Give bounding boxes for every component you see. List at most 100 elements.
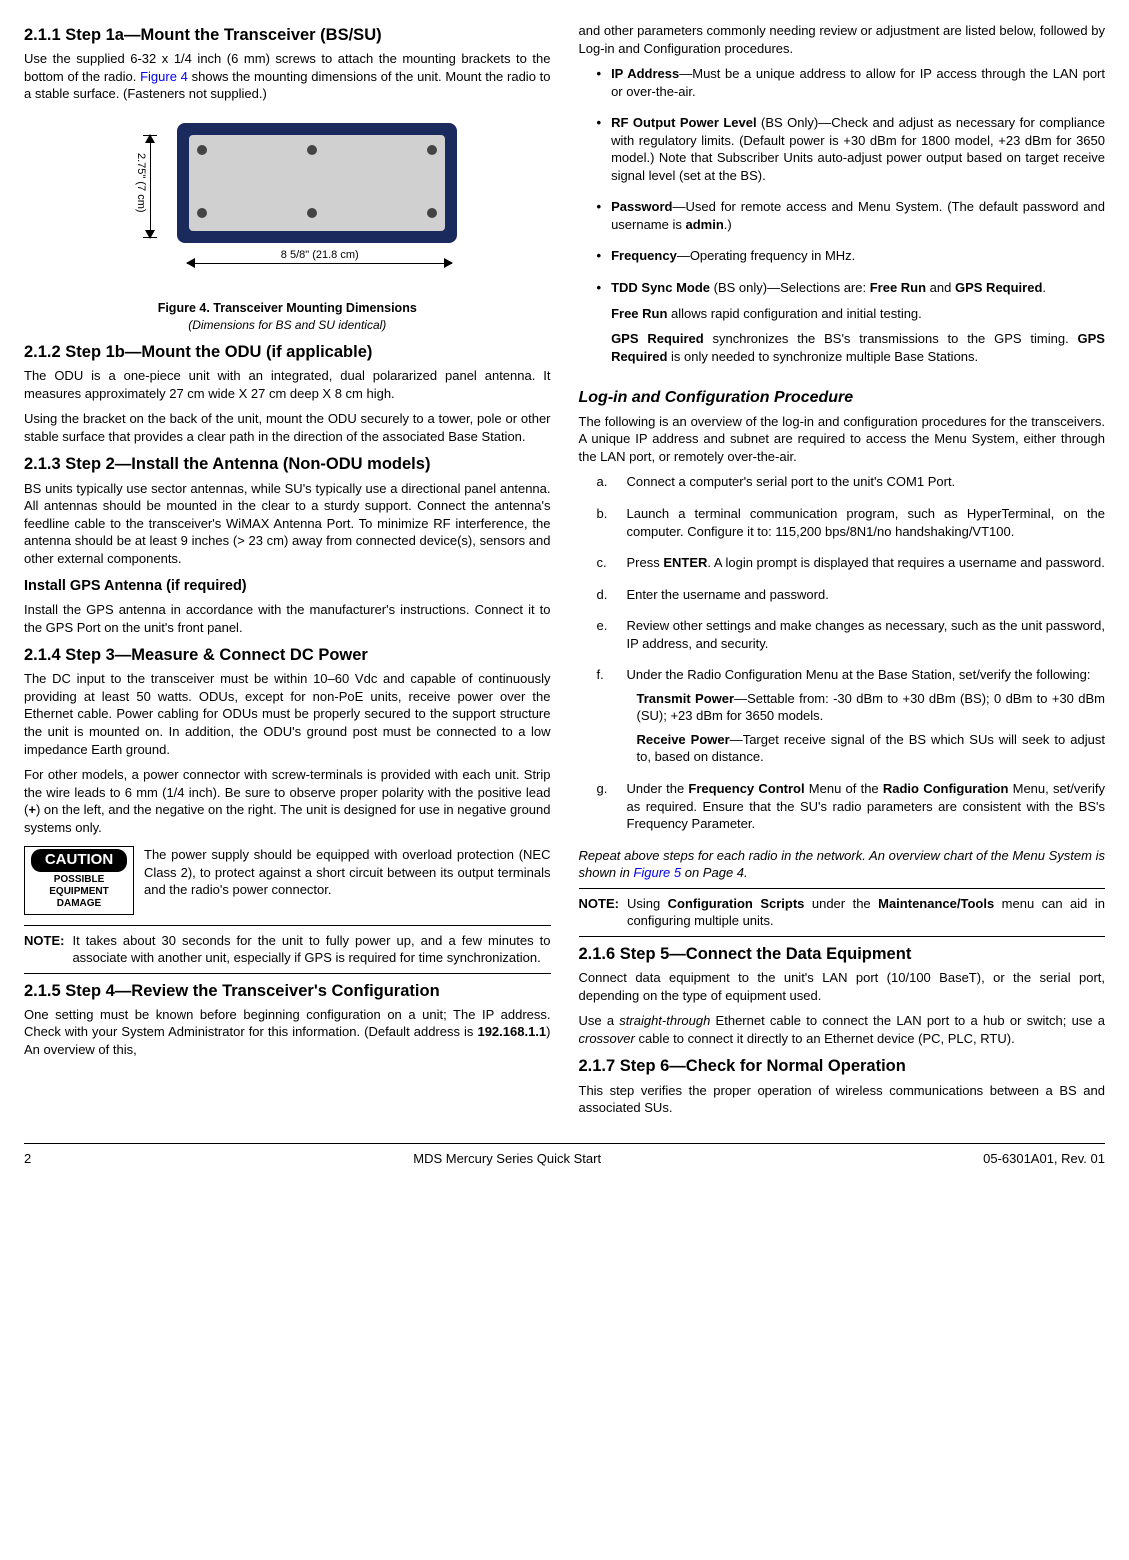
cont-p: and other parameters commonly needing re… (579, 22, 1106, 57)
list-item: c. Press ENTER. A login prompt is displa… (597, 554, 1106, 572)
text: on Page 4. (681, 865, 748, 880)
param-name: RF Output Power Level (611, 115, 757, 130)
caution-box: CAUTION POSSIBLE EQUIPMENT DAMAGE (24, 846, 134, 914)
procedure-list: a. Connect a computer's serial port to t… (597, 473, 1106, 832)
text: cable to connect it directly to an Ether… (635, 1031, 1015, 1046)
text: .) (724, 217, 732, 232)
doc-rev: 05-6301A01, Rev. 01 (983, 1150, 1105, 1168)
li-content: Press ENTER. A login prompt is displayed… (627, 554, 1106, 572)
list-item: d. Enter the username and password. (597, 586, 1106, 604)
default-cred: admin (685, 217, 723, 232)
gps-p: Install the GPS antenna in accordance wi… (24, 601, 551, 636)
text: Under the Radio Configuration Menu at th… (627, 667, 1091, 682)
letter: c. (597, 554, 613, 572)
option: Free Run (870, 280, 926, 295)
li-content: Connect a computer's serial port to the … (627, 473, 1106, 491)
text: under the (804, 896, 878, 911)
figure5-link[interactable]: Figure 5 (633, 865, 681, 880)
text: One setting must be known before beginni… (24, 1007, 551, 1040)
sec-213-title: 2.1.3 Step 2—Install the Antenna (Non-OD… (24, 453, 551, 475)
dim-h-label: 8 5/8" (21.8 cm) (270, 248, 370, 263)
figure-4-subcaption: (Dimensions for BS and SU identical) (24, 317, 551, 333)
param-name: Frequency (611, 248, 677, 263)
list-item: Frequency—Operating frequency in MHz. (597, 247, 1106, 265)
note-body: Using Configuration Scripts under the Ma… (627, 895, 1105, 930)
port: LAN (822, 970, 847, 985)
page-footer: 2 MDS Mercury Series Quick Start 05-6301… (24, 1143, 1105, 1168)
text: synchronizes the BS's transmissions to t… (704, 331, 1078, 346)
text: —Operating frequency in MHz. (677, 248, 855, 263)
li-content: Under the Radio Configuration Menu at th… (627, 666, 1106, 766)
note-2: NOTE: Using Configuration Scripts under … (579, 895, 1106, 930)
figure-4-image: 2.75" (7 cm) 8 5/8" (21.8 cm) (97, 113, 477, 298)
sec-212-p2: Using the bracket on the back of the uni… (24, 410, 551, 445)
caution-block: CAUTION POSSIBLE EQUIPMENT DAMAGE The po… (24, 846, 551, 914)
option: GPS Required (611, 331, 704, 346)
note-body: It takes about 30 seconds for the unit t… (72, 932, 550, 967)
key: ENTER (663, 555, 707, 570)
vertical-dimension: 2.75" (7 cm) (135, 135, 165, 238)
figure4-link[interactable]: Figure 4 (140, 69, 188, 84)
text: Ethernet cable to connect the (710, 1013, 896, 1028)
letter: e. (597, 617, 613, 652)
list-item: a. Connect a computer's serial port to t… (597, 473, 1106, 491)
text: and (926, 280, 955, 295)
param-name: Password (611, 199, 672, 214)
letter: d. (597, 586, 613, 604)
menu: Frequency Control (688, 781, 804, 796)
divider (24, 973, 551, 974)
li-content: Enter the username and password. (627, 586, 1106, 604)
li-content: Under the Frequency Control Menu of the … (627, 780, 1106, 833)
option: Free Run (611, 306, 667, 321)
li-content: Launch a terminal communication program,… (627, 505, 1106, 540)
text: is only needed to synchronize multiple B… (667, 349, 978, 364)
text: Use a (579, 1013, 620, 1028)
menu: Radio Configuration (883, 781, 1009, 796)
device-illustration (177, 123, 457, 243)
list-item: RF Output Power Level (BS Only)—Check an… (597, 114, 1106, 184)
login-p: The following is an overview of the log-… (579, 413, 1106, 466)
default-ip: 192.168.1.1 (477, 1024, 546, 1039)
sec-211-title: 2.1.1 Step 1a—Mount the Transceiver (BS/… (24, 24, 551, 46)
text: port to a hub or switch; use a (922, 1013, 1105, 1028)
text: Menu of the (805, 781, 883, 796)
sec-216-p2: Use a straight-through Ethernet cable to… (579, 1012, 1106, 1047)
text: Connect data equipment to the unit's (579, 970, 823, 985)
sec-214-p1: The DC input to the transceiver must be … (24, 670, 551, 758)
figure-4: 2.75" (7 cm) 8 5/8" (21.8 cm) Figure 4. … (24, 113, 551, 333)
page-number: 2 (24, 1150, 31, 1168)
figure-4-caption: Figure 4. Transceiver Mounting Dimension… (24, 300, 551, 317)
sec-214-title: 2.1.4 Step 3—Measure & Connect DC Power (24, 644, 551, 666)
list-item: e. Review other settings and make change… (597, 617, 1106, 652)
menu: Maintenance/Tools (878, 896, 994, 911)
param-list: IP Address—Must be a unique address to a… (597, 65, 1106, 373)
letter: g. (597, 780, 613, 833)
dim-v-label: 2.75" (7 cm) (133, 153, 148, 213)
note-1: NOTE: It takes about 30 seconds for the … (24, 932, 551, 967)
list-item: g. Under the Frequency Control Menu of t… (597, 780, 1106, 833)
cable-type: straight-through (619, 1013, 710, 1028)
gps-title: Install GPS Antenna (if required) (24, 577, 551, 597)
option: GPS Required (955, 280, 1042, 295)
text: . A login prompt is displayed that requi… (707, 555, 1104, 570)
sec-212-title: 2.1.2 Step 1b—Mount the ODU (if applicab… (24, 341, 551, 363)
divider (579, 888, 1106, 889)
text: Press (627, 555, 664, 570)
divider (24, 925, 551, 926)
caution-head: CAUTION (31, 849, 127, 871)
caution-sub: POSSIBLE EQUIPMENT DAMAGE (31, 874, 127, 910)
sec-216-title: 2.1.6 Step 5—Connect the Data Equipment (579, 943, 1106, 965)
login-title: Log-in and Configuration Procedure (579, 387, 1106, 409)
horizontal-dimension: 8 5/8" (21.8 cm) (187, 254, 452, 272)
sec-214-p2: For other models, a power connector with… (24, 766, 551, 836)
note-label: NOTE: (24, 932, 64, 967)
list-item: f. Under the Radio Configuration Menu at… (597, 666, 1106, 766)
repeat-note: Repeat above steps for each radio in the… (579, 847, 1106, 882)
letter: f. (597, 666, 613, 766)
doc-title: MDS Mercury Series Quick Start (413, 1150, 601, 1168)
sec-213-p1: BS units typically use sector antennas, … (24, 480, 551, 568)
text: (BS only)—Selections are: (710, 280, 870, 295)
sec-215-title: 2.1.5 Step 4—Review the Transceiver's Co… (24, 980, 551, 1002)
subparam: Transmit Power (637, 691, 735, 706)
caution-text: The power supply should be equipped with… (144, 846, 551, 899)
